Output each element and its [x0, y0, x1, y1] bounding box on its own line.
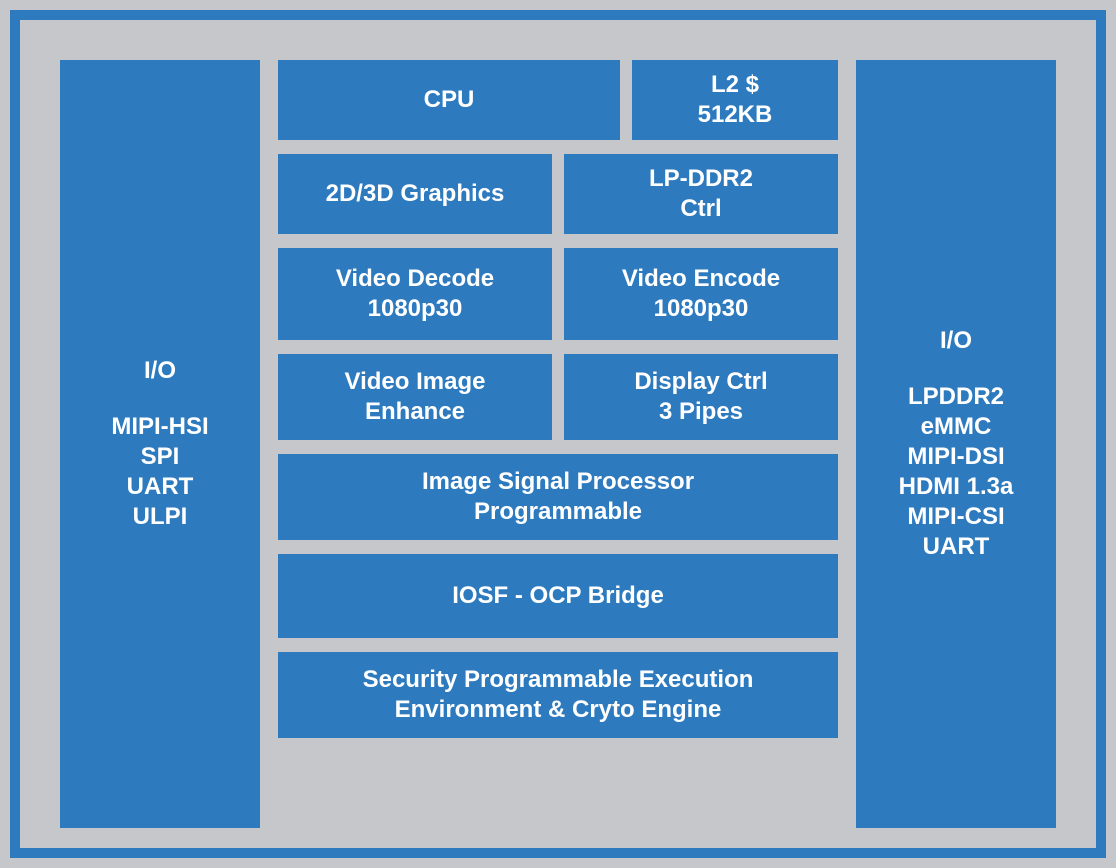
ddr-ctrl-block: LP-DDR2 Ctrl: [564, 154, 838, 234]
right-io-line: UART: [923, 532, 990, 562]
right-io-line: LPDDR2: [908, 382, 1004, 412]
cpu-block: CPU: [278, 60, 620, 140]
cpu-label: CPU: [424, 85, 475, 115]
vimg-line: Video Image: [345, 367, 486, 397]
graphics-block: 2D/3D Graphics: [278, 154, 552, 234]
left-io-block: I/O MIPI-HSI SPI UART ULPI: [60, 60, 260, 828]
sec-line: Environment & Cryto Engine: [395, 695, 722, 725]
disp-line: Display Ctrl: [634, 367, 767, 397]
diagram-frame: I/O MIPI-HSI SPI UART ULPI I/O LPDDR2 eM…: [10, 10, 1106, 858]
venc-line: 1080p30: [654, 294, 749, 324]
isp-line: Programmable: [474, 497, 642, 527]
graphics-label: 2D/3D Graphics: [326, 179, 505, 209]
video-image-enhance-block: Video Image Enhance: [278, 354, 552, 440]
iosf-bridge-block: IOSF - OCP Bridge: [278, 554, 838, 638]
left-io-line: SPI: [141, 442, 180, 472]
vimg-line: Enhance: [365, 397, 465, 427]
disp-line: 3 Pipes: [659, 397, 743, 427]
right-io-line: MIPI-CSI: [907, 502, 1004, 532]
l2-line: L2 $: [711, 70, 759, 100]
right-io-title: I/O: [940, 326, 972, 356]
isp-block: Image Signal Processor Programmable: [278, 454, 838, 540]
iosf-line: IOSF - OCP Bridge: [452, 581, 664, 611]
left-io-line: UART: [127, 472, 194, 502]
sec-line: Security Programmable Execution: [363, 665, 754, 695]
right-io-line: HDMI 1.3a: [899, 472, 1014, 502]
l2-cache-block: L2 $ 512KB: [632, 60, 838, 140]
ddr-line: LP-DDR2: [649, 164, 753, 194]
left-io-title: I/O: [144, 356, 176, 386]
isp-line: Image Signal Processor: [422, 467, 694, 497]
video-decode-block: Video Decode 1080p30: [278, 248, 552, 340]
left-io-line: ULPI: [133, 502, 188, 532]
l2-line: 512KB: [698, 100, 773, 130]
vdec-line: 1080p30: [368, 294, 463, 324]
vdec-line: Video Decode: [336, 264, 494, 294]
right-io-line: MIPI-DSI: [907, 442, 1004, 472]
right-io-line: eMMC: [921, 412, 992, 442]
video-encode-block: Video Encode 1080p30: [564, 248, 838, 340]
venc-line: Video Encode: [622, 264, 780, 294]
left-io-line: MIPI-HSI: [111, 412, 208, 442]
display-ctrl-block: Display Ctrl 3 Pipes: [564, 354, 838, 440]
ddr-line: Ctrl: [680, 194, 721, 224]
right-io-block: I/O LPDDR2 eMMC MIPI-DSI HDMI 1.3a MIPI-…: [856, 60, 1056, 828]
security-block: Security Programmable Execution Environm…: [278, 652, 838, 738]
